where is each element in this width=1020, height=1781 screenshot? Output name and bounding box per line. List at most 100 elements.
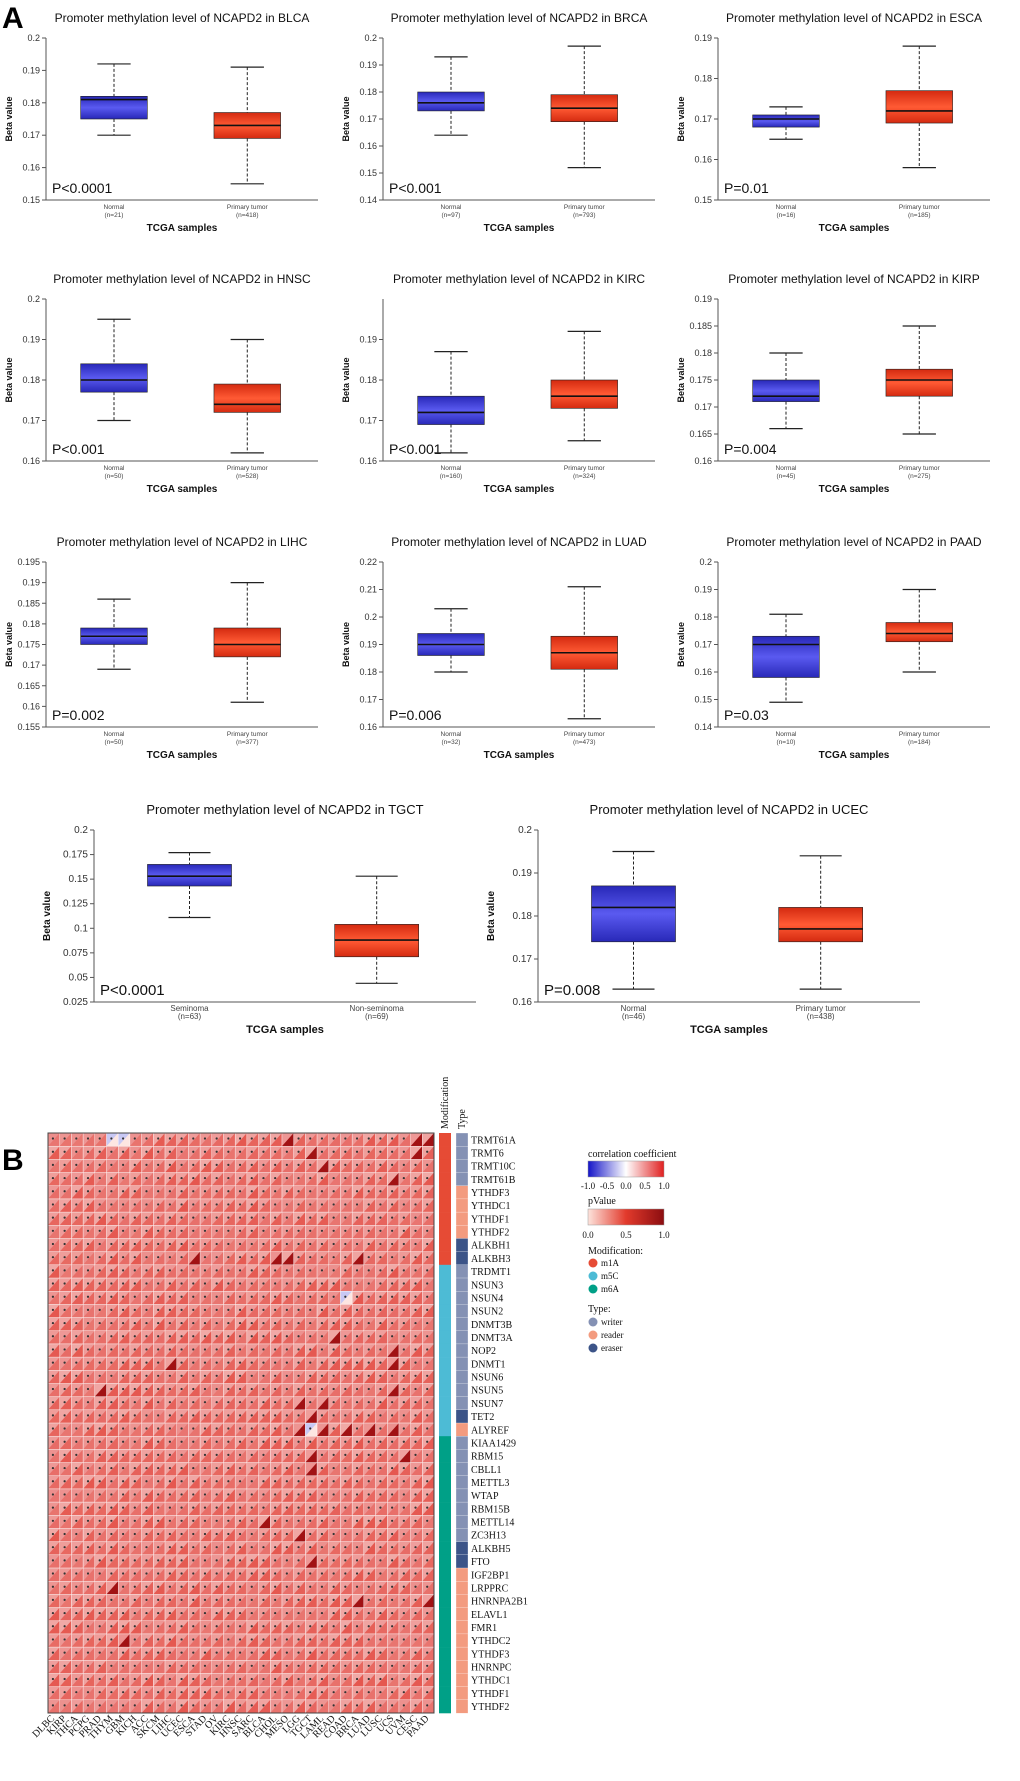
heatmap-cell-triangle xyxy=(129,1212,142,1226)
significance-dot xyxy=(414,1625,417,1628)
significance-dot xyxy=(402,1532,405,1536)
significance-dot xyxy=(262,1163,265,1166)
significance-dot xyxy=(332,1493,335,1496)
significance-dot xyxy=(355,1308,359,1311)
heatmap-cell-triangle xyxy=(410,1238,423,1252)
heatmap-cell-triangle xyxy=(83,1462,95,1476)
significance-dot xyxy=(121,1519,125,1522)
heatmap-cell-triangle xyxy=(328,1554,341,1568)
significance-dot xyxy=(402,1229,405,1232)
significance-dot xyxy=(180,1427,183,1430)
significance-dot xyxy=(63,1677,66,1681)
heatmap-cell-triangle xyxy=(118,1699,130,1713)
heatmap-cell-triangle xyxy=(352,1699,364,1713)
significance-dot xyxy=(250,1137,253,1140)
significance-dot xyxy=(320,1691,324,1694)
heatmap-cell-triangle xyxy=(118,1357,130,1371)
significance-dot xyxy=(309,1572,312,1575)
y-tick-label: 0.18 xyxy=(359,87,377,97)
significance-dot xyxy=(63,1625,66,1628)
significance-dot xyxy=(145,1335,148,1338)
significance-dot xyxy=(355,1651,359,1654)
heatmap-cell-triangle xyxy=(235,1330,247,1344)
heatmap-cell-triangle xyxy=(94,1660,107,1674)
significance-dot xyxy=(426,1466,429,1470)
modification-bar-cell xyxy=(439,1225,451,1239)
boxplot-1: Promoter methylation level of NCAPD2 in … xyxy=(341,11,655,234)
significance-dot xyxy=(297,1480,300,1483)
significance-dot xyxy=(75,1321,78,1325)
significance-dot xyxy=(274,1229,277,1232)
heatmap-cell-triangle xyxy=(422,1409,434,1423)
heatmap-cell-triangle xyxy=(223,1581,236,1595)
significance-dot xyxy=(379,1242,382,1246)
heatmap-cell-triangle xyxy=(235,1370,247,1384)
significance-dot xyxy=(426,1361,429,1364)
heatmap-cell-triangle xyxy=(153,1462,165,1476)
significance-dot xyxy=(168,1480,171,1483)
significance-dot xyxy=(238,1546,242,1549)
heatmap-cell-triangle xyxy=(176,1330,189,1344)
heatmap-cell-triangle xyxy=(246,1594,259,1608)
heatmap-cell-triangle xyxy=(176,1449,189,1463)
y-tick-label: 0.155 xyxy=(17,722,40,732)
significance-dot xyxy=(121,1572,125,1575)
heatmap-cell-triangle xyxy=(129,1515,142,1529)
heatmap-cell-triangle xyxy=(188,1660,201,1674)
significance-dot xyxy=(320,1348,324,1351)
heatmap-cell-triangle xyxy=(176,1647,189,1661)
significance-dot xyxy=(157,1163,160,1166)
significance-dot xyxy=(51,1493,55,1496)
significance-dot xyxy=(192,1691,195,1694)
significance-dot xyxy=(75,1242,78,1246)
heatmap-cell-triangle xyxy=(211,1541,224,1555)
significance-dot xyxy=(215,1256,218,1259)
significance-dot xyxy=(274,1269,277,1272)
significance-dot xyxy=(86,1150,90,1153)
heatmap-cell-triangle xyxy=(352,1436,364,1450)
heatmap-cell-triangle xyxy=(375,1449,388,1463)
heatmap-cell-triangle xyxy=(293,1515,306,1529)
heatmap-cell-triangle xyxy=(422,1554,434,1568)
heatmap-row-label: YTHDF1 xyxy=(471,1689,509,1700)
heatmap-cell-triangle xyxy=(106,1554,119,1568)
group-n: (n=45) xyxy=(777,473,796,480)
boxplot-5: Promoter methylation level of NCAPD2 in … xyxy=(676,272,990,495)
significance-dot xyxy=(203,1506,207,1509)
significance-dot xyxy=(180,1282,183,1285)
significance-dot xyxy=(426,1176,429,1180)
y-tick-label: 0.05 xyxy=(69,972,89,983)
heatmap-cell-triangle xyxy=(129,1699,142,1713)
significance-dot xyxy=(297,1190,300,1193)
heatmap-cell-triangle xyxy=(200,1462,212,1476)
significance-dot xyxy=(297,1625,300,1628)
heatmap-cell-triangle xyxy=(398,1264,411,1278)
significance-dot xyxy=(180,1480,183,1483)
heatmap-cell-triangle xyxy=(71,1409,84,1423)
heatmap-cell-triangle xyxy=(340,1357,353,1371)
significance-dot xyxy=(133,1387,136,1391)
significance-dot xyxy=(402,1216,405,1219)
heatmap-cell-triangle xyxy=(200,1330,212,1344)
heatmap-cell-triangle xyxy=(352,1304,364,1318)
significance-dot xyxy=(320,1308,324,1311)
heatmap-cell-triangle xyxy=(200,1409,212,1423)
heatmap-cell-triangle xyxy=(352,1633,364,1648)
heatmap-cell-triangle xyxy=(363,1660,376,1674)
significance-dot xyxy=(414,1374,417,1377)
significance-dot xyxy=(227,1414,230,1417)
heatmap-cell-triangle xyxy=(270,1212,282,1226)
heatmap-cell-triangle xyxy=(211,1633,224,1648)
significance-dot xyxy=(75,1625,78,1628)
significance-dot xyxy=(110,1348,113,1351)
heatmap-cell-triangle xyxy=(59,1462,72,1476)
heatmap-cell-triangle xyxy=(223,1568,236,1582)
significance-dot xyxy=(332,1256,335,1259)
heatmap-cell-triangle xyxy=(328,1251,341,1265)
heatmap-cell-triangle xyxy=(363,1528,376,1542)
heatmap-cell-triangle xyxy=(223,1383,236,1397)
heatmap-cell-triangle xyxy=(153,1581,165,1595)
significance-dot xyxy=(262,1190,265,1193)
group-label: Normal xyxy=(104,465,126,472)
significance-dot xyxy=(203,1493,207,1496)
